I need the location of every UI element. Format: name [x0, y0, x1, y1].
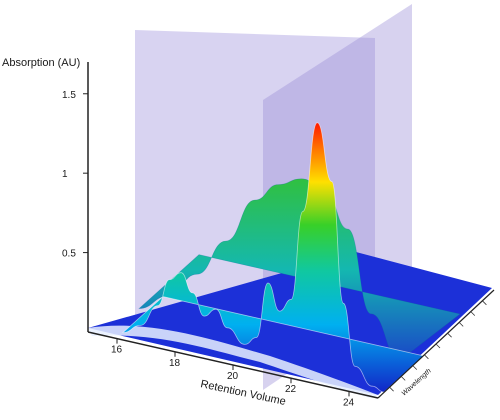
z-tick-mark: [482, 300, 487, 306]
z-tick-mark: [424, 354, 429, 360]
y-tick-label: 1.5: [62, 90, 76, 101]
z-tick-mark: [412, 365, 418, 370]
surface-front-peaks: [121, 122, 425, 393]
x-tick-label: 16: [111, 345, 123, 356]
x-tick-label: 18: [169, 358, 181, 369]
z-tick-mark: [447, 332, 452, 338]
x-tick-label: 22: [285, 384, 297, 395]
z-tick-mark: [458, 322, 464, 327]
y-tick-label: 0.5: [62, 249, 76, 260]
x-tick-label: 20: [227, 371, 239, 382]
z-tick-mark: [389, 386, 394, 392]
y-tick-label: 1: [62, 169, 68, 180]
z-tick-mark: [435, 343, 441, 349]
y-axis-title: Absorption (AU): [2, 57, 80, 69]
z-tick-mark: [400, 376, 406, 381]
x-tick-label: 24: [343, 397, 355, 408]
z-tick-mark: [470, 311, 476, 316]
